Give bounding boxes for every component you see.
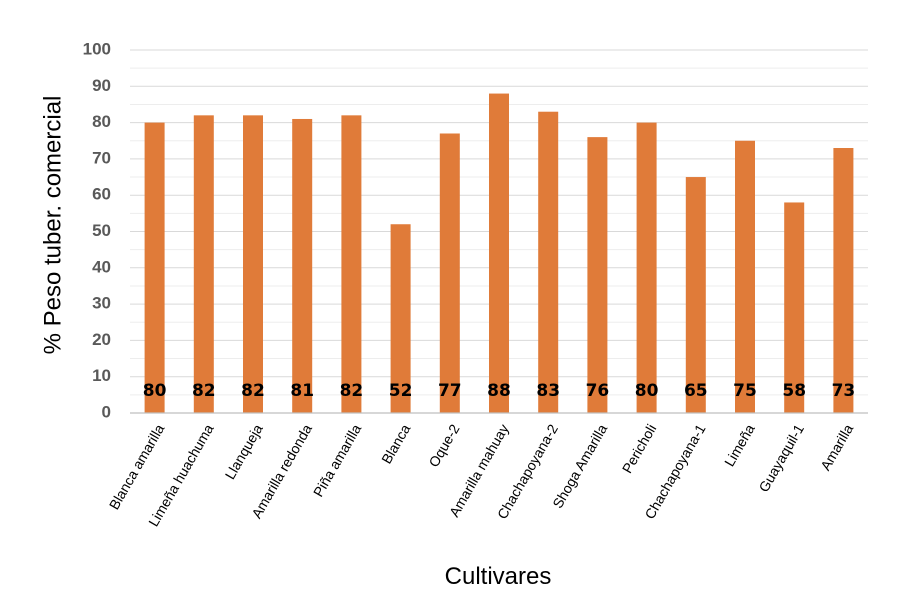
bar <box>193 115 214 413</box>
y-tick-label: 50 <box>92 221 111 240</box>
x-tick-label: Oque-2 <box>425 421 462 470</box>
bar <box>292 118 313 413</box>
y-tick-label: 20 <box>92 330 111 349</box>
x-tick-label: Piña amarilla <box>310 421 364 499</box>
data-label: 58 <box>782 381 806 401</box>
x-tick-label: Guayaquil-1 <box>755 421 807 495</box>
bar <box>784 202 805 413</box>
y-tick-label: 80 <box>92 112 111 131</box>
data-label: 82 <box>241 381 265 401</box>
data-label: 88 <box>487 381 511 401</box>
bar <box>833 148 854 413</box>
data-label: 73 <box>832 381 856 401</box>
bars <box>144 93 854 414</box>
data-label: 82 <box>340 381 364 401</box>
bar <box>735 140 755 413</box>
bar <box>390 224 411 413</box>
x-tick-label: Amarilla <box>817 421 856 473</box>
bar <box>341 115 362 413</box>
bar <box>538 111 559 414</box>
y-tick-label: 100 <box>83 39 111 58</box>
data-label: 80 <box>143 381 167 401</box>
x-tick-label: Llanqueja <box>222 421 266 482</box>
data-label: 83 <box>536 381 560 401</box>
y-tick-label: 60 <box>92 185 111 204</box>
data-label: 65 <box>684 381 708 401</box>
x-tick-label: Blanca <box>378 421 413 466</box>
y-axis-title: % Peso tuber. comercial <box>39 96 66 355</box>
x-axis-title: Cultivares <box>445 563 552 590</box>
bar <box>636 122 657 413</box>
bar <box>144 122 165 413</box>
data-label: 82 <box>192 381 216 401</box>
data-labels: 80 82 82 81 82 52 77 88 83 76 80 65 75 58 73 <box>143 381 855 401</box>
bar <box>587 137 608 413</box>
bar <box>489 93 509 413</box>
x-tick-label: Limeña <box>721 421 758 469</box>
x-tick-label: Pericholi <box>619 421 660 476</box>
y-axis-ticks: 0 10 20 30 40 50 60 70 80 90 100 <box>83 39 111 421</box>
data-label: 80 <box>635 381 659 401</box>
bar <box>243 115 263 413</box>
y-tick-label: 10 <box>92 366 111 385</box>
data-label: 52 <box>389 381 413 401</box>
data-label: 81 <box>290 381 314 401</box>
x-tick-label: Shoga Amarilla <box>549 421 610 511</box>
y-tick-label: 70 <box>92 148 111 167</box>
y-tick-label: 0 <box>102 402 111 421</box>
data-label: 76 <box>586 381 610 401</box>
y-tick-label: 40 <box>92 257 111 276</box>
bar <box>439 133 460 414</box>
data-label: 77 <box>438 381 462 401</box>
data-label: 75 <box>733 381 757 401</box>
y-tick-label: 90 <box>92 76 111 95</box>
y-tick-label: 30 <box>92 294 111 313</box>
bar <box>685 177 706 413</box>
